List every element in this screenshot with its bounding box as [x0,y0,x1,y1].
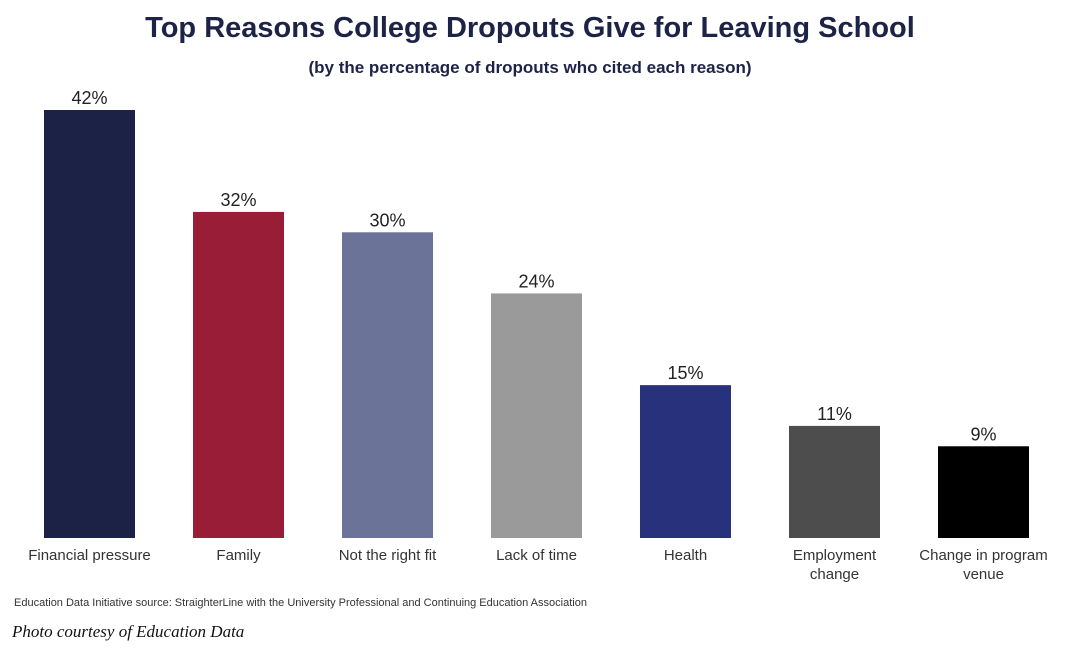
value-label-5: 15% [667,363,703,383]
chart-title: Top Reasons College Dropouts Give for Le… [145,12,915,44]
value-label-3: 30% [369,210,405,230]
bar-1 [44,110,135,538]
value-label-6: 11% [817,404,852,424]
value-label-7: 9% [970,424,996,444]
category-label-1: Financial pressure [28,547,151,564]
category-label-6: Employment change [793,547,877,583]
bar-2 [193,211,284,538]
bar-5 [640,385,731,538]
chart-subtitle: (by the percentage of dropouts who cited… [308,58,752,77]
bar-6 [789,425,880,538]
value-label-2: 32% [220,190,256,210]
bar-3 [342,232,433,539]
value-label-4: 24% [518,271,554,291]
bar-7 [938,446,1029,538]
bar-4 [491,293,582,538]
category-label-7: Change in program venue [919,547,1047,583]
category-label-2: Family [216,547,261,564]
category-label-5: Health [664,547,707,564]
value-label-1: 42% [71,88,107,108]
category-label-3: Not the right fit [339,547,437,564]
bar-chart: 42% Financial pressure 32% Family 30% Not the… [28,88,1047,583]
category-label-4: Lack of time [496,547,577,564]
photo-credit: Photo courtesy of Education Data [12,622,245,641]
source-note: Education Data Initiative source: Straig… [14,597,587,609]
